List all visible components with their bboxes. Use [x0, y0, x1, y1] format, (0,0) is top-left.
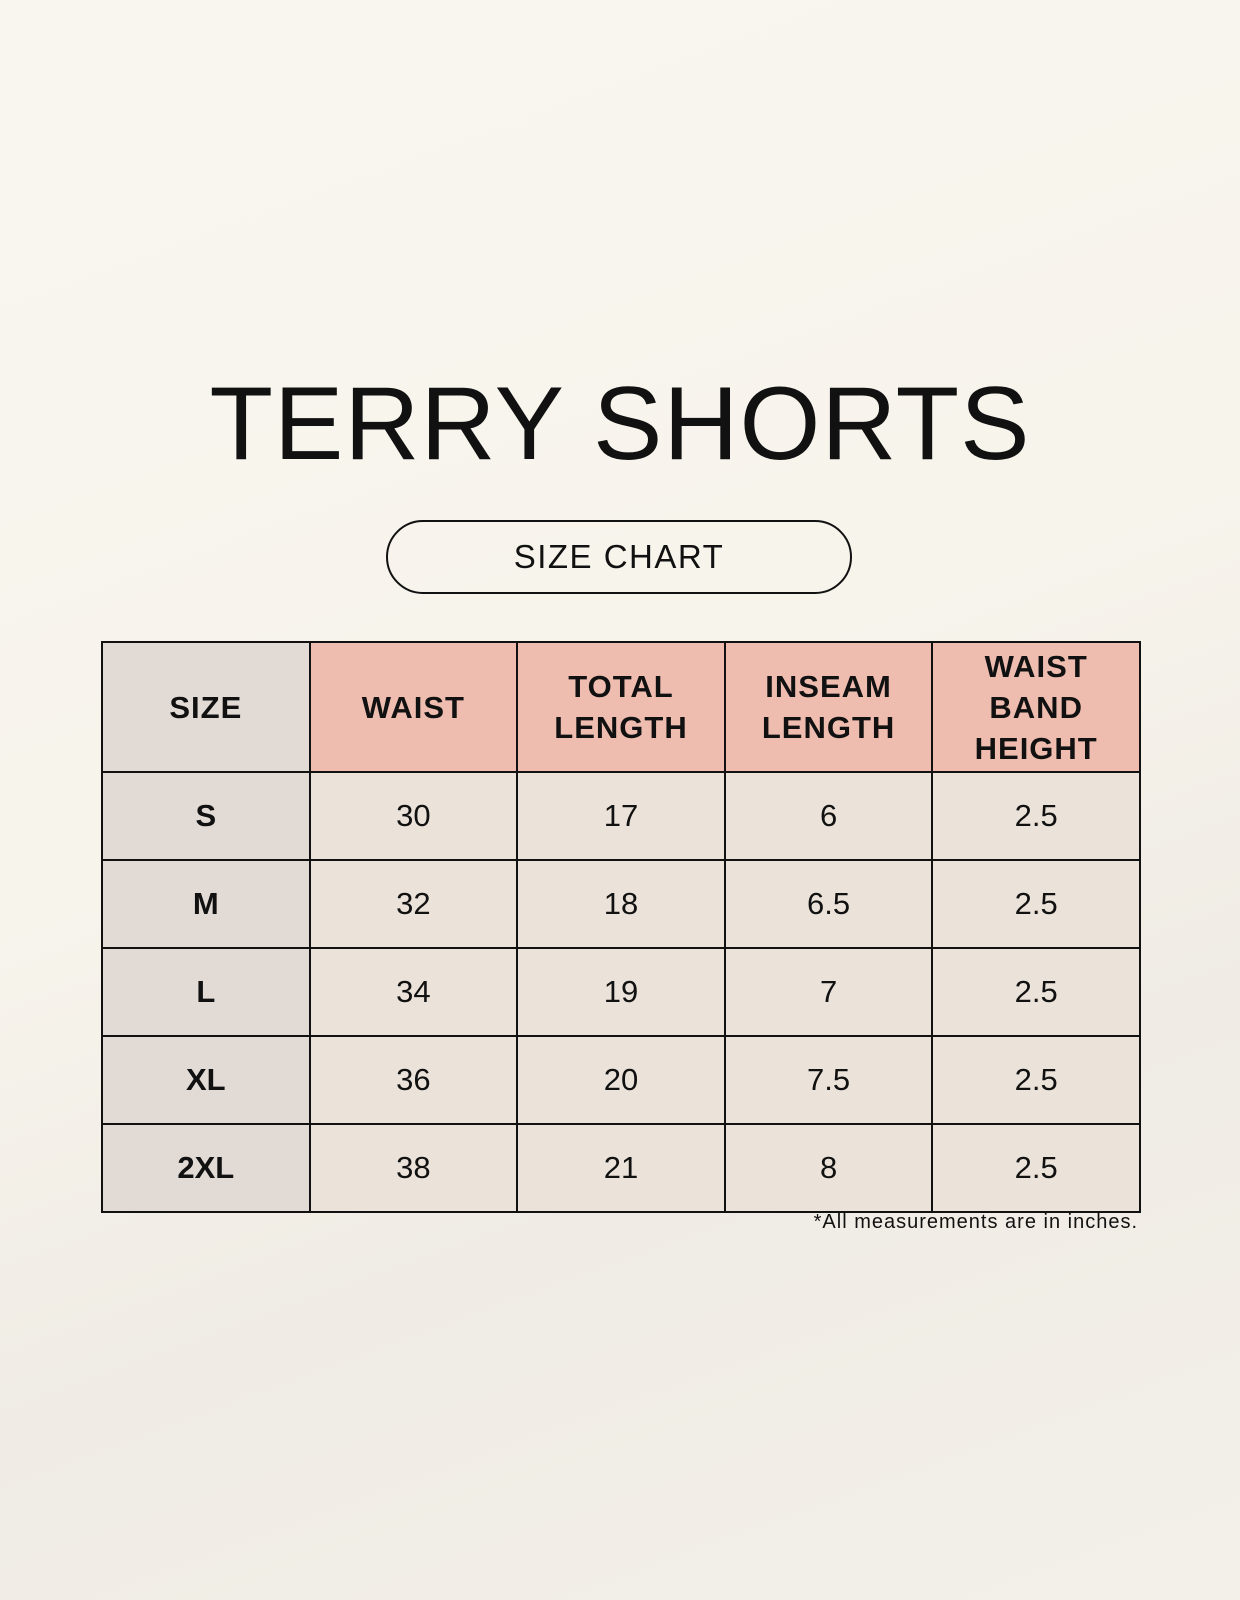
size-chart-badge: SIZE CHART — [386, 520, 852, 594]
size-cell: XL — [101, 1035, 311, 1125]
table-cell: 36 — [308, 1035, 519, 1125]
table-cell: 7 — [723, 947, 934, 1037]
table-row: L 34 19 7 2.5 — [101, 947, 1141, 1037]
header-waist-band-height: WAIST BAND HEIGHT — [931, 641, 1141, 773]
table-cell: 8 — [723, 1123, 934, 1213]
size-cell: M — [101, 859, 311, 949]
page-title: TERRY SHORTS — [209, 366, 1031, 482]
table-row: XL 36 20 7.5 2.5 — [101, 1035, 1141, 1125]
table-cell: 2.5 — [931, 1035, 1141, 1125]
table-cell: 6 — [723, 771, 934, 861]
table-cell: 21 — [516, 1123, 726, 1213]
table-cell: 32 — [308, 859, 519, 949]
table-cell: 17 — [516, 771, 726, 861]
table-cell: 34 — [308, 947, 519, 1037]
table-cell: 7.5 — [723, 1035, 934, 1125]
size-cell: S — [101, 771, 311, 861]
header-waist: WAIST — [308, 641, 519, 773]
table-row: 2XL 38 21 8 2.5 — [101, 1123, 1141, 1213]
table-cell: 38 — [308, 1123, 519, 1213]
table-cell: 2.5 — [931, 859, 1141, 949]
size-chart-table: SIZE WAIST TOTAL LENGTH INSEAM LENGTH WA… — [101, 641, 1141, 1213]
footnote: *All measurements are in inches. — [813, 1211, 1138, 1233]
size-cell: 2XL — [101, 1123, 311, 1213]
table-cell: 18 — [516, 859, 726, 949]
table-cell: 30 — [308, 771, 519, 861]
table-cell: 2.5 — [931, 1123, 1141, 1213]
table-header-row: SIZE WAIST TOTAL LENGTH INSEAM LENGTH WA… — [101, 641, 1141, 773]
header-size: SIZE — [101, 641, 311, 773]
table-cell: 2.5 — [931, 947, 1141, 1037]
table-cell: 19 — [516, 947, 726, 1037]
header-total-length: TOTAL LENGTH — [516, 641, 726, 773]
table-row: S 30 17 6 2.5 — [101, 771, 1141, 861]
table-cell: 6.5 — [723, 859, 934, 949]
table-cell: 2.5 — [931, 771, 1141, 861]
header-inseam-length: INSEAM LENGTH — [723, 641, 934, 773]
table-row: M 32 18 6.5 2.5 — [101, 859, 1141, 949]
table-cell: 20 — [516, 1035, 726, 1125]
size-cell: L — [101, 947, 311, 1037]
